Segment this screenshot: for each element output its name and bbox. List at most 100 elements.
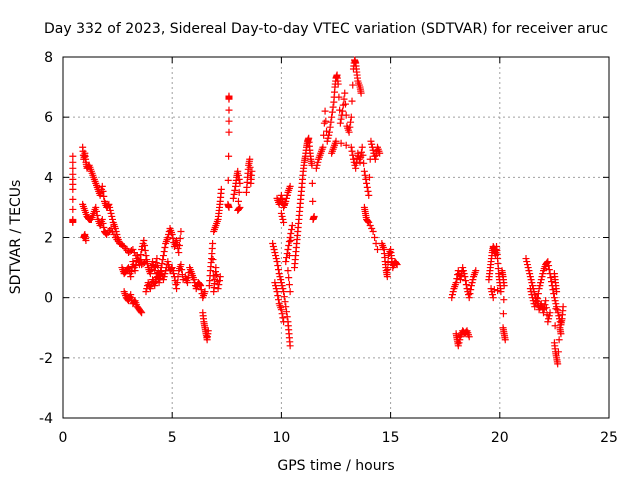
data-point	[285, 281, 293, 289]
data-point	[541, 301, 549, 309]
data-point	[279, 285, 287, 293]
data-point	[462, 277, 470, 285]
data-point	[98, 182, 106, 190]
data-point	[325, 131, 333, 139]
data-point	[280, 288, 288, 296]
data-point	[365, 218, 373, 226]
data-point	[494, 287, 502, 295]
data-point	[225, 117, 233, 125]
data-point	[183, 279, 191, 287]
data-point	[160, 248, 168, 256]
data-point	[146, 285, 154, 293]
x-tick-labels: 0 5 10 15 20 25	[59, 430, 618, 446]
data-point	[551, 322, 559, 330]
data-point	[159, 276, 167, 284]
data-point	[366, 221, 374, 229]
data-point	[328, 108, 336, 116]
data-point	[538, 273, 546, 281]
data-point	[368, 224, 376, 232]
data-point	[547, 278, 555, 286]
data-point	[278, 310, 286, 318]
y-tick-label: 8	[44, 50, 53, 66]
data-point	[285, 274, 293, 282]
data-point	[468, 279, 476, 287]
data-point	[499, 310, 507, 318]
data-point	[323, 137, 331, 145]
data-point	[230, 190, 238, 198]
data-point	[559, 303, 567, 311]
data-point	[488, 288, 496, 296]
y-tick-label: -4	[39, 411, 53, 427]
data-point	[138, 246, 146, 254]
data-point	[347, 118, 355, 126]
data-point	[339, 107, 347, 115]
data-point	[277, 279, 285, 287]
data-point	[174, 273, 182, 281]
data-point	[160, 273, 168, 281]
data-point	[280, 318, 288, 326]
data-point	[546, 309, 554, 317]
data-point	[313, 161, 321, 169]
data-point	[164, 258, 172, 266]
x-tick-label: 10	[272, 430, 290, 446]
data-point	[544, 318, 552, 326]
data-point	[143, 256, 151, 264]
data-point	[554, 309, 562, 317]
data-point	[109, 227, 117, 235]
data-point	[286, 182, 294, 190]
data-point	[342, 111, 350, 119]
data-point	[150, 264, 158, 272]
data-point	[393, 261, 401, 269]
data-point	[201, 288, 209, 296]
data-point	[275, 270, 283, 278]
data-point	[283, 313, 291, 321]
data-point	[367, 137, 375, 145]
data-point	[348, 147, 356, 155]
data-point	[69, 218, 77, 226]
data-point	[373, 246, 381, 254]
data-point	[465, 294, 473, 302]
data-point	[537, 300, 545, 308]
data-point	[105, 200, 113, 208]
data-point	[335, 93, 343, 101]
data-point	[555, 312, 563, 320]
data-point	[362, 175, 370, 183]
data-point	[146, 270, 154, 278]
data-point	[235, 188, 243, 196]
data-point	[356, 158, 364, 166]
data-point	[285, 238, 293, 246]
data-point	[108, 212, 116, 220]
data-point	[537, 279, 545, 287]
data-point	[278, 212, 286, 220]
data-point	[153, 255, 161, 263]
y-axis-label: SDTVAR / TECUs	[8, 180, 24, 295]
data-point	[274, 266, 282, 274]
data-point	[539, 270, 547, 278]
data-point	[534, 290, 542, 298]
data-point	[272, 285, 280, 293]
chart-title: Day 332 of 2023, Sidereal Day-to-day VTE…	[44, 21, 608, 37]
data-point	[286, 342, 294, 350]
data-point	[282, 258, 290, 266]
data-point	[277, 306, 285, 314]
data-point	[272, 255, 280, 263]
data-point	[141, 247, 149, 255]
data-point	[371, 152, 379, 160]
data-point	[310, 212, 318, 220]
data-point	[282, 197, 290, 205]
data-point	[523, 258, 531, 266]
data-point	[285, 242, 293, 250]
data-point	[158, 260, 166, 268]
data-point	[277, 209, 285, 217]
data-point	[523, 261, 531, 269]
data-point	[329, 103, 337, 111]
data-point	[69, 195, 77, 203]
data-point	[536, 282, 544, 290]
data-point	[127, 273, 135, 281]
data-point	[173, 279, 181, 287]
data-point	[217, 185, 225, 193]
data-point	[271, 279, 279, 287]
data-point	[347, 143, 355, 151]
data-point	[269, 243, 277, 251]
data-point	[286, 288, 294, 296]
